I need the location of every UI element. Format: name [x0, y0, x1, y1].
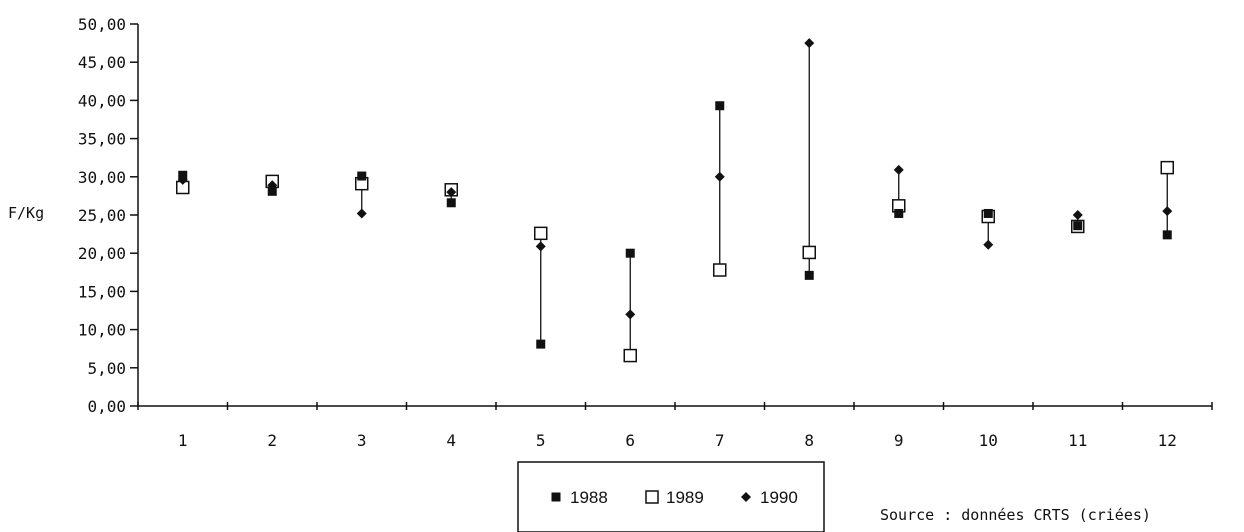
y-tick-label: 30,00 [78, 168, 126, 187]
legend-box [517, 461, 825, 532]
data-marks [176, 38, 1174, 363]
x-tick-label: 12 [1158, 431, 1177, 450]
y-tick-label: 10,00 [78, 321, 126, 340]
data-point-1988 [1162, 230, 1172, 240]
y-axis-title: F/Kg [8, 204, 44, 222]
data-point-1990 [446, 187, 457, 198]
legend-label-1990: 1990 [760, 488, 798, 507]
x-tick-label: 7 [715, 431, 725, 450]
x-tick-label: 3 [357, 431, 367, 450]
data-point-1988 [894, 208, 904, 218]
x-tick-label: 8 [804, 431, 814, 450]
data-point-1988 [357, 171, 367, 181]
y-tick-label: 50,00 [78, 15, 126, 34]
legend-marker-1988 [551, 492, 561, 502]
x-tick-label: 5 [536, 431, 546, 450]
data-point-1988 [446, 198, 456, 208]
data-point-1990 [714, 171, 725, 182]
data-point-1988 [1073, 221, 1083, 231]
source-note: Source : données CRTS (criées) [880, 506, 1151, 524]
y-tick-label: 0,00 [87, 397, 126, 416]
legend-label-1988: 1988 [570, 488, 608, 507]
y-tick-label: 40,00 [78, 91, 126, 110]
data-point-1989 [1160, 160, 1174, 175]
data-point-1988 [804, 270, 814, 280]
data-point-1990 [267, 180, 278, 191]
y-tick-label: 35,00 [78, 130, 126, 149]
data-point-1988 [536, 339, 546, 349]
data-point-1990 [535, 241, 546, 252]
data-point-1990 [1162, 206, 1173, 217]
data-point-1990 [356, 208, 367, 219]
range-lines [182, 43, 1168, 356]
data-point-1990 [1072, 210, 1083, 220]
data-point-1989 [623, 348, 637, 363]
data-point-1988 [983, 208, 993, 218]
x-tick-label: 10 [979, 431, 998, 450]
data-point-1988 [715, 101, 725, 111]
data-point-1990 [804, 38, 815, 49]
data-point-1989 [534, 226, 548, 241]
x-tick-label: 2 [267, 431, 277, 450]
x-tick-label: 9 [894, 431, 904, 450]
data-point-1990 [625, 309, 636, 320]
y-tick-label: 5,00 [87, 359, 126, 378]
data-point-1989 [713, 263, 727, 277]
data-point-1990 [893, 164, 904, 175]
data-point-1989 [802, 245, 816, 260]
y-ticks: 0,00 5,00 10,00 15,00 20,00 25,00 30,00 35,00 40… [78, 15, 138, 416]
x-tick-label: 1 [178, 431, 188, 450]
legend-marker-1990 [741, 492, 751, 502]
data-point-1988 [267, 186, 277, 196]
data-point-1988 [625, 248, 635, 258]
legend-label-1989: 1989 [666, 488, 704, 507]
y-tick-label: 25,00 [78, 206, 126, 225]
x-ticks: 1 2 3 4 5 6 7 8 9 10 11 12 [137, 402, 1213, 450]
y-tick-label: 15,00 [78, 282, 126, 301]
x-tick-label: 4 [446, 431, 456, 450]
legend-marker-1989 [645, 490, 659, 504]
data-point-1990 [983, 239, 994, 250]
data-point-1990 [177, 174, 188, 185]
legend: 1988 1989 1990 [517, 461, 825, 532]
y-tick-label: 45,00 [78, 53, 126, 72]
x-tick-label: 11 [1068, 431, 1087, 450]
x-tick-label: 6 [625, 431, 635, 450]
axes [137, 24, 1212, 407]
y-tick-label: 20,00 [78, 244, 126, 263]
